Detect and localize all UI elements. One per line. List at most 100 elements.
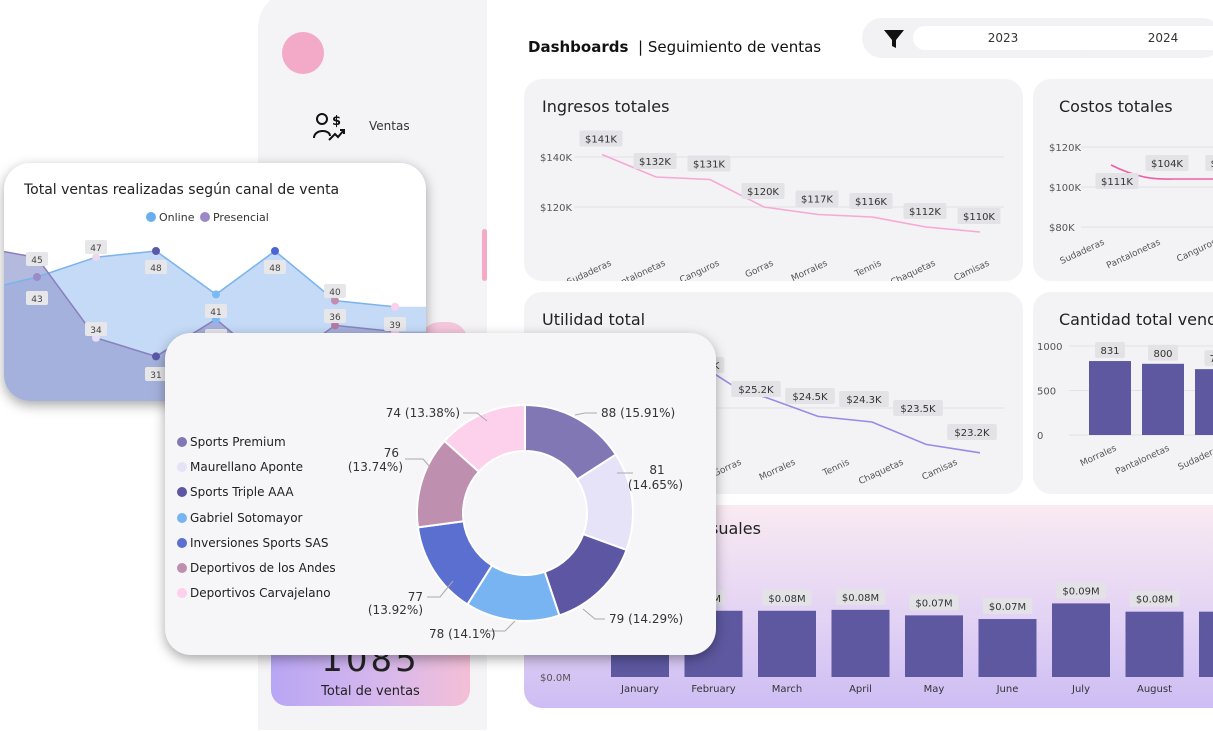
monthly-data-label-bg xyxy=(1056,582,1106,599)
utilidad-xtick: Chaquetas xyxy=(857,458,905,488)
cantidad-data-label-bg xyxy=(1095,342,1125,359)
monthly-data-label-bg xyxy=(909,594,959,611)
monthly-xtick: January xyxy=(620,684,659,695)
utilidad-data-label: $25.2K xyxy=(738,385,774,396)
ingresos-data-label-bg xyxy=(849,193,893,209)
ingresos-data-label: $131K xyxy=(693,160,725,171)
costos-ytick: $120K xyxy=(1049,143,1081,154)
channel-data-label: 48 xyxy=(269,264,281,274)
costos-data-label-bg xyxy=(1145,155,1189,171)
cantidad-data-label: 74 xyxy=(1210,354,1213,365)
online-point xyxy=(271,247,279,255)
utilidad-title: Utilidad total xyxy=(542,310,646,329)
client-legend-item[interactable]: Sports Premium xyxy=(177,435,286,449)
monthly-data-label: $0.08M xyxy=(1136,595,1173,606)
utilidad-data-label: $23.5K xyxy=(900,404,936,415)
utilidad-xtick: Morrales xyxy=(758,458,798,484)
presencial-point xyxy=(331,321,339,330)
cantidad-bar xyxy=(1089,361,1131,435)
cantidad-ytick: 500 xyxy=(1037,387,1056,398)
online-point xyxy=(391,302,399,311)
cantidad-card: Cantidad total vendic 1000 500 0 831 Morrale… xyxy=(1033,292,1213,494)
nav-ventas-label[interactable]: Ventas xyxy=(369,119,410,133)
cantidad-data-label: 800 xyxy=(1153,349,1172,360)
channel-data-label-bg xyxy=(26,291,48,305)
monthly-xtick: August xyxy=(1137,684,1172,695)
app-logo[interactable] xyxy=(282,32,324,74)
donut-data-label: (14.65%) xyxy=(628,478,683,492)
donut-leader-line xyxy=(485,620,516,632)
channel-data-label-bg xyxy=(205,304,227,318)
monthly-xtick: February xyxy=(691,684,735,695)
client-legend-dot xyxy=(177,487,187,497)
client-legend-item[interactable]: Maurellano Aponte xyxy=(177,460,303,474)
costos-data-label: $104K xyxy=(1151,159,1183,170)
monthly-chart: $0.0MJanuary8MFebruary$0.08MMarch$0.08MA… xyxy=(540,582,1213,695)
monthly-data-label-bg xyxy=(835,588,886,605)
utilidad-data-label-bg xyxy=(839,391,889,407)
ingresos-data-label-bg xyxy=(687,155,731,172)
monthly-data-label: $0.08M xyxy=(768,594,805,605)
funnel-icon[interactable] xyxy=(883,28,905,50)
cantidad-chart: 1000 500 0 831 Morrales 800 Pantalonetas 74 Suda… xyxy=(1037,342,1213,477)
costos-title: Costos totales xyxy=(1059,97,1173,116)
costos-ytick: $100K xyxy=(1049,183,1081,194)
client-legend-item[interactable]: Deportivos de los Andes xyxy=(177,561,336,575)
presencial-point xyxy=(152,352,160,361)
ingresos-data-label: $120K xyxy=(747,187,779,198)
year-filter-2023[interactable]: 2023 xyxy=(913,26,1093,50)
channel-data-label: 48 xyxy=(150,264,162,274)
costos-data-label-bg xyxy=(1205,155,1213,171)
client-legend-label: Sports Premium xyxy=(190,435,286,449)
ingresos-data-label-bg xyxy=(903,203,947,219)
utilidad-data-label-bg xyxy=(785,388,835,404)
client-share-card: Sports Premium Maurellano Aponte Sports Tr… xyxy=(165,333,716,655)
utilidad-data-label-bg xyxy=(731,381,781,397)
client-legend-item[interactable]: Inversiones Sports SAS xyxy=(177,536,329,550)
cantidad-ytick: 1000 xyxy=(1037,342,1062,353)
channel-data-label-bg xyxy=(145,367,167,381)
monthly-data-label: $0.09M xyxy=(1062,586,1099,597)
client-donut-chart: 88 (15.91%) 81(14.65%) 79 (14.29%) 78 (14.1… xyxy=(348,403,683,641)
client-legend-dot xyxy=(177,462,187,472)
client-legend-item[interactable]: Sports Triple AAA xyxy=(177,485,294,499)
monthly-bar xyxy=(1199,611,1213,677)
legend-presencial: Presencial xyxy=(212,211,269,224)
client-legend-item[interactable]: Gabriel Sotomayor xyxy=(177,511,303,525)
channel-data-label: 31 xyxy=(150,371,161,381)
page-subtitle: Seguimiento de ventas xyxy=(647,38,822,56)
channel-data-label: 36 xyxy=(329,313,341,323)
donut-leader-line xyxy=(427,580,454,598)
total-sales-label: Total de ventas xyxy=(321,684,420,699)
ingresos-xtick: Chaquetas xyxy=(889,259,937,281)
channel-legend: Online Presencial xyxy=(146,211,269,224)
channel-data-label: 47 xyxy=(90,244,101,254)
ingresos-data-label-bg xyxy=(633,153,677,169)
client-legend-dot xyxy=(177,513,187,523)
costos-card: Costos totales $120K$100K$80K$111K$104K$… xyxy=(1033,79,1213,281)
monthly-bar xyxy=(831,609,890,677)
channel-data-label-bg xyxy=(384,317,406,331)
channel-data-label-bg xyxy=(324,309,346,323)
channel-data-label: 43 xyxy=(31,295,42,305)
ingresos-xtick: Pantalonetas xyxy=(610,259,667,281)
ingresos-data-label: $132K xyxy=(639,157,671,168)
cantidad-bar xyxy=(1142,363,1184,435)
donut-data-label: 74 (13.38%) xyxy=(386,406,460,420)
channel-data-label-bg xyxy=(264,260,286,274)
legend-online: Online xyxy=(159,211,195,224)
channel-data-label-bg xyxy=(85,322,107,336)
monthly-data-label-bg xyxy=(1129,590,1180,607)
channel-data-label: 45 xyxy=(31,256,42,266)
year-filter-2024[interactable]: 2024 xyxy=(1073,26,1213,50)
legend-presencial-dot xyxy=(199,212,210,222)
donut-leader-line xyxy=(574,412,597,416)
user-dollar-icon[interactable]: $ xyxy=(312,112,346,144)
costos-chart: $120K $100K $80K $111K $104K $1 SudaderasPanta… xyxy=(1049,143,1213,272)
ingresos-data-label-bg xyxy=(579,130,623,147)
online-point xyxy=(33,273,41,281)
client-legend-item[interactable]: Deportivos Carvajelano xyxy=(177,586,331,600)
channel-data-label: 40 xyxy=(329,288,341,298)
costos-xtick: Pantalonetas xyxy=(1105,238,1162,272)
